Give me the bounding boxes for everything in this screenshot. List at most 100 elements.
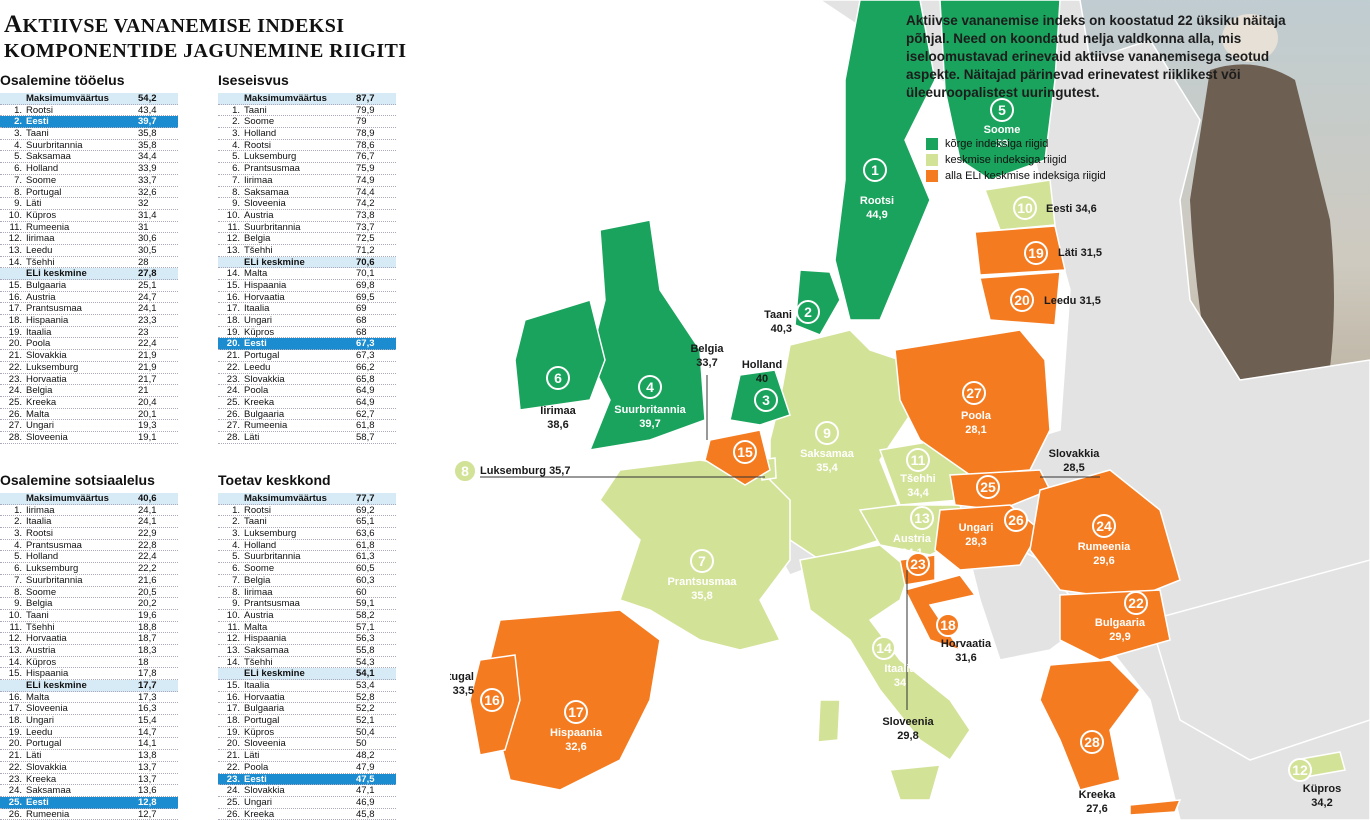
island-kreeta [1129, 799, 1182, 816]
europe-map: 1 Rootsi 44,9 2 Taani 40,3 3 Holland 40 4 Suurbrit… [450, 0, 1370, 820]
cell-name: Iirimaa [244, 586, 273, 598]
marker-circle [546, 366, 570, 390]
legend-item: keskmise indeksiga riigid [926, 152, 1106, 168]
table-row: 2. Eesti 39,7 [0, 116, 178, 129]
marker-circle [872, 636, 896, 660]
cell-val: 22,9 [138, 528, 157, 540]
marker-number: 5 [998, 102, 1006, 118]
marker-circle [480, 688, 504, 712]
table-row: 24. Slovakkia 47,1 [218, 785, 396, 797]
table-row: 21. Läti 13,8 [0, 750, 178, 762]
marker-circle [796, 300, 820, 324]
marker-circle [733, 440, 757, 464]
cell-val: 18,7 [138, 633, 157, 645]
cell-num: 6. [232, 563, 240, 575]
table-row: 8. Iirimaa 60 [218, 587, 396, 599]
marker-prantsusmaa: 7 Prantsusmaa 35,8 [667, 549, 737, 602]
marker-circle [638, 375, 662, 399]
cell-val: 73,8 [356, 209, 375, 221]
cell-val: 15,4 [138, 715, 157, 727]
table-row: 8. Portugal 32,6 [0, 187, 178, 199]
cell-val: 77,7 [356, 493, 375, 504]
cell-val: 50,4 [356, 726, 375, 738]
cell-val: 67,3 [356, 338, 375, 350]
cell-name: Rootsi [26, 528, 53, 539]
marker-circle [962, 381, 986, 405]
cell-val: 20,5 [138, 586, 157, 598]
island-sardiinia [817, 699, 841, 743]
table-row: 12. Hispaania 56,3 [218, 633, 396, 645]
cell-val: 68 [356, 315, 367, 327]
cell-name: Luksemburg [26, 361, 79, 373]
cell-val: 50 [356, 738, 367, 750]
country-iirimaa [514, 299, 606, 411]
cell-val: 47,5 [356, 773, 375, 785]
table-row: 19. Leedu 14,7 [0, 727, 178, 739]
table-row: 24. Saksamaa 13,6 [0, 785, 178, 797]
table-row: 12. Horvaatia 18,7 [0, 633, 178, 645]
tables-panel: AKTIIVSE VANANEMISE INDEKSI KOMPONENTIDE… [0, 0, 450, 820]
table-row: 21. Läti 48,2 [218, 750, 396, 762]
cell-name: Leedu [244, 361, 271, 373]
cell-num [0, 493, 26, 504]
table-row: 25. Kreeka 20,4 [0, 397, 178, 409]
marker-label: Slovakkia 28,5 [1049, 448, 1101, 474]
marker-circle [1024, 241, 1048, 265]
marker-circle [815, 421, 839, 445]
marker-circle [990, 98, 1014, 122]
table-row: 1. Iirimaa 24,1 [0, 505, 178, 517]
marker-name: Rootsi [860, 195, 894, 207]
marker-saksamaa: 9 Saksamaa 35,4 [800, 421, 855, 474]
cell-name: Sloveenia [244, 738, 286, 750]
cell-val: 24,1 [138, 504, 157, 516]
marker-label: Suurbritannia 39,7 [614, 404, 686, 430]
cell-name: Soome [26, 586, 57, 598]
cell-name: Eesti [26, 116, 49, 128]
table-row: 19. Küpros 50,4 [218, 727, 396, 739]
cell-val: 18,8 [138, 621, 157, 633]
cell-val: 31,4 [138, 209, 157, 221]
marker-label: Läti 31,5 [1058, 247, 1102, 259]
cell-name: Ungari [244, 796, 272, 808]
marker-rootsi: 1 Rootsi 44,9 [860, 158, 894, 221]
cell-val: 64,9 [356, 396, 375, 408]
marker-name: Hispaania [550, 727, 603, 739]
cell-num: 25. [8, 796, 22, 808]
cell-name: Prantsusmaa [26, 303, 82, 315]
cell-num: 3. [14, 128, 22, 140]
table-row: 15. Hispaania 69,8 [218, 280, 396, 292]
cell-num: 5. [14, 551, 22, 563]
cell-val: 52,2 [356, 703, 375, 715]
marker-eesti: 10 Eesti 34,6 [1013, 196, 1097, 220]
cell-num: 1. [232, 104, 240, 116]
cell-name: Itaalia [26, 326, 52, 338]
table-row: 25. Kreeka 64,9 [218, 397, 396, 409]
cell-num [0, 268, 26, 279]
cell-val: 14,7 [138, 726, 157, 738]
cell-val: 69,2 [356, 504, 375, 516]
marker-number: 9 [823, 425, 831, 441]
cell-name: Leedu [26, 244, 53, 256]
legend-swatch [926, 154, 938, 166]
cell-val: 79,9 [356, 104, 375, 116]
marker-label: Poola 28,1 [961, 410, 992, 436]
table-row: 18. Ungari 68 [218, 315, 396, 327]
cell-num: 22. [8, 761, 22, 773]
cell-name: Luksemburg [26, 563, 79, 574]
cell-name: Bulgaaria [244, 703, 285, 715]
high-countries [514, 0, 1061, 451]
cell-name: Saksamaa [244, 186, 289, 198]
table-row: 7. Iirimaa 74,9 [218, 175, 396, 187]
cell-num: 20. [226, 338, 240, 350]
table-row: 22. Luksemburg 21,9 [0, 362, 178, 374]
table-row: 20. Poola 22,4 [0, 338, 178, 351]
marker-number: 14 [876, 640, 892, 656]
cell-val: 60 [356, 586, 367, 598]
marker-number: 13 [914, 510, 930, 526]
cell-num: 16. [8, 291, 22, 303]
cell-val: 66,2 [356, 361, 375, 373]
cell-num: 8. [14, 186, 22, 198]
marker-rumeenia: 24 Rumeenia 29,6 [1078, 514, 1131, 567]
marker-name: Küpros [1303, 783, 1342, 795]
cell-num: 28. [8, 431, 22, 443]
